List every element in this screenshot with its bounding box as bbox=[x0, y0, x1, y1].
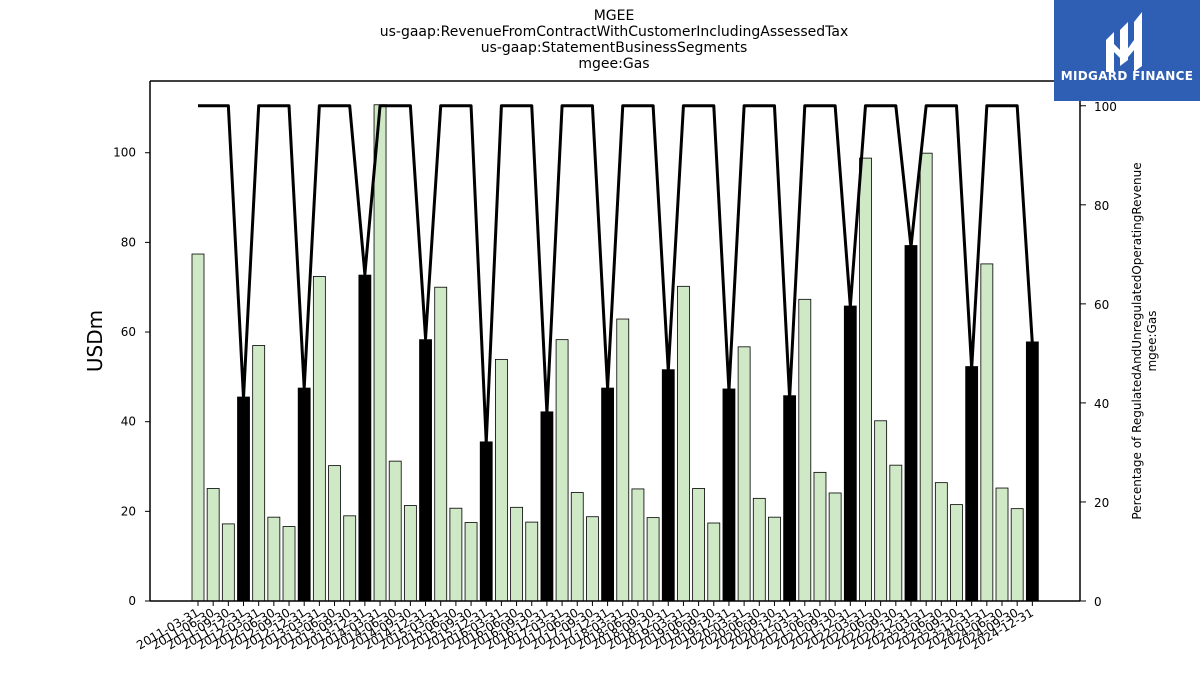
bar bbox=[479, 441, 493, 602]
bar bbox=[1025, 341, 1039, 602]
bar bbox=[419, 339, 432, 602]
bar bbox=[722, 388, 736, 602]
y2-axis-label-line: mgee:Gas bbox=[1145, 310, 1159, 371]
bar-series bbox=[191, 104, 1039, 602]
bar bbox=[206, 488, 220, 602]
bar bbox=[965, 366, 979, 602]
percentage-line bbox=[198, 104, 1034, 445]
y-axis-label: USDm bbox=[83, 310, 107, 372]
bar bbox=[980, 263, 994, 602]
bar bbox=[191, 253, 205, 602]
bar bbox=[692, 488, 706, 602]
y2-tick-label: 20 bbox=[1094, 496, 1109, 510]
bar bbox=[889, 464, 903, 602]
y-axis-ticks: 0 20 40 60 80 100 bbox=[113, 146, 150, 608]
chart-title-line: MGEE bbox=[594, 8, 635, 24]
bar bbox=[631, 488, 645, 602]
y2-tick-label: 100 bbox=[1094, 100, 1117, 114]
bar bbox=[343, 515, 357, 602]
brand-name: MIDGARD FINANCE bbox=[1060, 69, 1194, 83]
bar bbox=[449, 507, 463, 602]
chart-title: MGEEus-gaap:RevenueFromContractWithCusto… bbox=[380, 8, 849, 72]
chart-title-line: us-gaap:StatementBusinessSegments bbox=[481, 40, 748, 56]
bar bbox=[403, 505, 417, 602]
bar bbox=[859, 157, 872, 602]
x-axis-ticks: 2011-03-312011-06-302011-09-302011-12-31… bbox=[134, 601, 1036, 652]
percentage-line-series bbox=[198, 104, 1034, 445]
y2-tick-label: 80 bbox=[1094, 199, 1109, 213]
bar bbox=[540, 411, 554, 602]
chart-title-line: us-gaap:RevenueFromContractWithCustomerI… bbox=[380, 24, 849, 40]
bar bbox=[237, 396, 250, 602]
bar bbox=[282, 526, 296, 602]
bar bbox=[601, 387, 614, 602]
y-tick-label: 40 bbox=[121, 415, 136, 429]
bar bbox=[221, 523, 235, 602]
y-tick-label: 0 bbox=[128, 594, 136, 608]
bar bbox=[661, 369, 675, 602]
bar bbox=[995, 487, 1009, 602]
bar bbox=[510, 506, 523, 602]
bar bbox=[267, 516, 281, 602]
bar bbox=[919, 152, 933, 602]
bar bbox=[616, 318, 630, 602]
bar bbox=[768, 516, 781, 602]
bar bbox=[798, 298, 812, 602]
bar bbox=[737, 346, 751, 602]
bar bbox=[828, 492, 842, 602]
bar bbox=[525, 521, 539, 602]
brand-logo: MIDGARD FINANCE bbox=[1054, 0, 1200, 101]
bar bbox=[464, 522, 478, 602]
bar bbox=[1010, 508, 1024, 602]
bar bbox=[646, 517, 660, 602]
chart-title-line: mgee:Gas bbox=[578, 56, 649, 72]
bar bbox=[813, 471, 827, 602]
bar bbox=[434, 286, 448, 602]
y-tick-label: 100 bbox=[113, 146, 136, 160]
y-tick-label: 60 bbox=[121, 325, 136, 339]
bar bbox=[570, 492, 584, 602]
bar bbox=[252, 345, 266, 602]
bar bbox=[555, 339, 569, 602]
y-tick-label: 20 bbox=[121, 504, 136, 518]
axes bbox=[149, 80, 1081, 602]
y2-axis-label: Percentage of RegulatedAndUnregulatedOpe… bbox=[1130, 162, 1159, 519]
bar bbox=[494, 358, 508, 602]
bar bbox=[312, 276, 326, 602]
bar bbox=[358, 274, 372, 602]
bar bbox=[586, 516, 599, 602]
bar bbox=[783, 395, 797, 602]
bar bbox=[874, 420, 888, 602]
y2-tick-label: 0 bbox=[1094, 595, 1102, 609]
y-tick-label: 80 bbox=[121, 235, 136, 249]
midgard-m-icon bbox=[1106, 12, 1142, 72]
bar bbox=[934, 482, 948, 602]
bar bbox=[328, 465, 341, 602]
bar bbox=[950, 504, 963, 602]
y2-tick-label: 60 bbox=[1094, 298, 1109, 312]
bar bbox=[707, 522, 721, 602]
bar bbox=[677, 285, 690, 602]
y2-axis-label-line: Percentage of RegulatedAndUnregulatedOpe… bbox=[1130, 162, 1144, 519]
bar bbox=[752, 497, 766, 602]
y2-axis-ticks: 0 20 40 60 80 100 bbox=[1080, 100, 1117, 609]
bar bbox=[297, 387, 311, 602]
bar bbox=[388, 460, 402, 602]
bar bbox=[904, 245, 918, 602]
bar bbox=[373, 104, 387, 602]
bar bbox=[843, 305, 857, 602]
y2-tick-label: 40 bbox=[1094, 397, 1109, 411]
